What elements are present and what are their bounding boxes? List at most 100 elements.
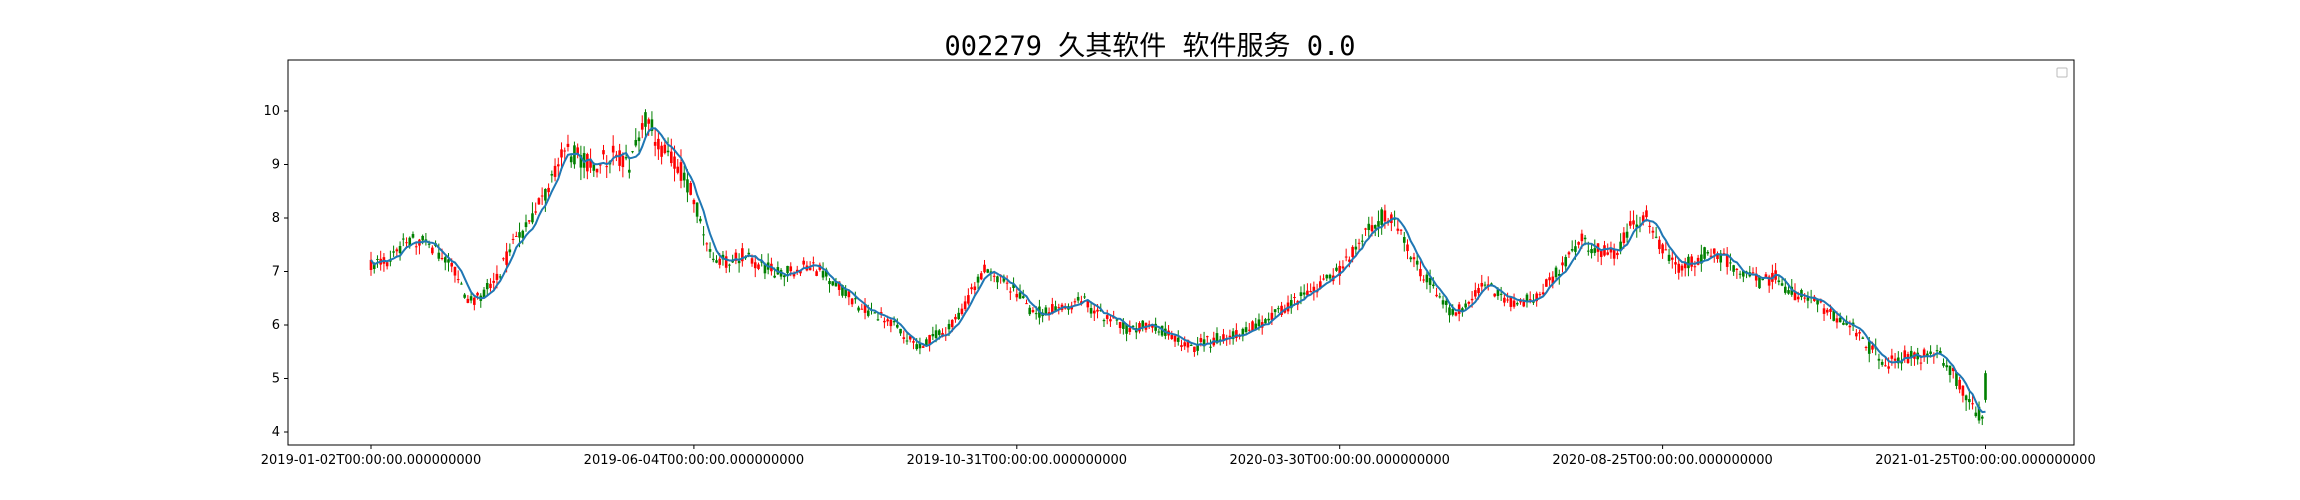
candle [1331,268,1335,285]
candle-body [1302,292,1306,295]
candle [547,183,550,198]
candle [1309,283,1312,293]
candle [482,286,486,299]
candle-body [1583,237,1587,240]
candle [1648,220,1651,234]
candle-body [1235,330,1238,339]
candle-body [1151,324,1154,328]
candle-body [372,263,376,269]
candle-body [1047,312,1051,315]
candle-body [650,119,654,131]
candle [1067,303,1070,315]
candle-body [1328,274,1332,279]
candle [1612,243,1616,266]
candle [996,275,999,290]
candle [1173,334,1177,347]
candle [1141,319,1145,332]
candle-body [1364,228,1367,230]
candle-body [1312,286,1316,293]
candle-body [376,258,379,260]
candle [1118,321,1122,334]
candle [1926,350,1929,364]
candle [1412,252,1416,268]
candle-body [1357,242,1361,244]
candle-body [1587,250,1590,252]
candle-body [724,256,728,268]
candle-body [1858,332,1861,334]
candle [1512,293,1516,309]
candle-body [1183,342,1187,347]
candle-body [1703,247,1706,259]
candle [753,255,757,278]
candle-body [1125,324,1128,334]
candle [1700,244,1703,272]
candle [873,311,877,314]
candle [1519,298,1522,305]
candle-body [802,260,805,265]
candle-body [624,157,628,159]
candle [640,115,644,139]
candle-body [1102,320,1106,322]
candle-body [476,292,479,296]
candle [453,266,457,283]
candle-body [1677,263,1681,273]
candle [1264,317,1267,325]
candle-body [495,273,499,280]
candle [527,220,531,225]
candle-body [640,123,644,130]
candle-body [1735,268,1739,270]
candle [1428,269,1432,293]
candle [521,229,525,245]
candle [1903,345,1907,363]
candle [1897,351,1900,369]
candle-body [1622,232,1626,244]
candle-body [1173,335,1177,342]
candle-body [1141,320,1145,329]
candle [1193,346,1196,357]
candle [863,298,867,320]
candle-body [1551,276,1555,284]
candle-body [886,319,889,322]
candle-body [795,269,799,272]
candle [424,232,428,246]
candle-body [598,164,602,166]
candle [776,261,780,276]
candle-body [637,137,641,142]
candle-body [702,234,705,236]
candle-body [883,320,886,323]
candle [1209,339,1212,353]
candle-body [1506,299,1509,301]
candle [1480,274,1484,294]
candle-body [1690,256,1693,267]
candle-body [1645,210,1648,218]
candle-body [1603,245,1606,256]
candle [876,312,880,322]
candle-body [1425,274,1429,283]
x-tick-label: 2019-10-31T00:00:00.000000000 [907,453,1127,468]
candle-body [1406,244,1409,252]
candle-body [673,156,676,169]
candle [979,271,983,281]
candle [1196,336,1199,356]
candle-body [1961,385,1965,396]
candle [902,330,906,344]
candle-body [1493,293,1496,297]
candle [485,278,489,297]
candle-body [1435,294,1438,297]
candle-body [841,285,844,296]
candle [1183,336,1187,350]
candle [1009,287,1012,300]
candle-body [1667,254,1671,261]
candle-body [753,262,757,269]
candle-body [682,172,686,181]
candle-body [385,262,389,267]
candle [498,273,502,280]
candle-body [1632,220,1635,225]
candle [1777,275,1781,286]
candle [1296,299,1300,311]
candle-body [618,150,621,166]
candle-body [1448,307,1451,316]
candle-body [553,165,557,177]
candle-body [631,151,634,153]
candle-body [1722,253,1726,255]
